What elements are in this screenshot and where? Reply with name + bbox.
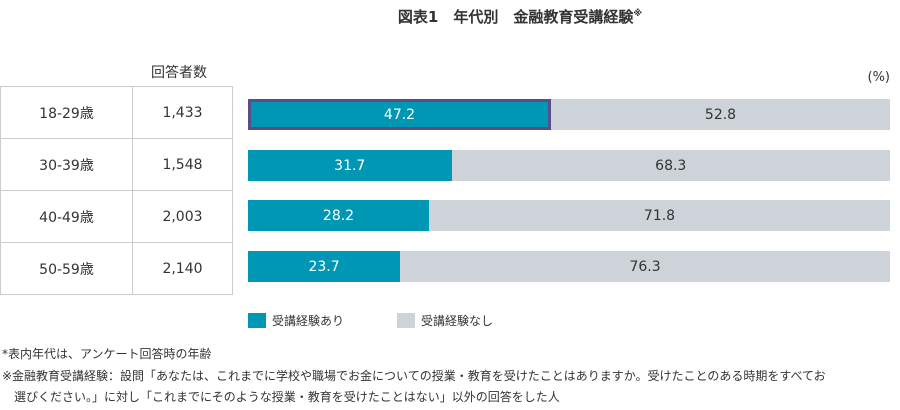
legend-item: 受講経験あり: [248, 312, 344, 329]
legend-item: 受講経験なし: [397, 312, 493, 329]
count-cell: 1,548: [132, 138, 233, 191]
unit-label: (%): [867, 70, 891, 85]
age-cell: 18-29歳: [0, 86, 133, 139]
data-label: 31.7: [334, 157, 366, 174]
age-cell: 50-59歳: [0, 242, 133, 295]
bar-row: 47.2 52.8: [248, 99, 890, 130]
age-cell: 40-49歳: [0, 190, 133, 243]
data-label: 28.2: [322, 207, 355, 224]
bar-not-experienced: 68.3: [451, 150, 890, 181]
count-cell: 2,003: [132, 190, 233, 243]
footnote: 選びください。」に対し「これまでにそのような授業・教育を受けたことはない」以外の…: [2, 390, 560, 404]
count-cell: 1,433: [132, 86, 233, 139]
bar-row: 31.7 68.3: [248, 150, 890, 181]
bar-experienced: 23.7: [248, 251, 401, 282]
table-row: 40-49歳 2,003: [0, 190, 233, 243]
count-cell: 2,140: [132, 242, 233, 295]
bar-row: 23.7 76.3: [248, 251, 890, 282]
bar-not-experienced: 76.3: [400, 251, 890, 282]
bar-experienced: 31.7: [248, 150, 452, 181]
bar-not-experienced: 52.8: [551, 99, 890, 130]
data-label: 76.3: [629, 258, 661, 275]
legend-label: 受講経験あり: [272, 314, 345, 328]
count-table: 18-29歳 1,433 30-39歳 1,548 40-49歳 2,003 50-59歳 2…: [0, 86, 233, 295]
bar-experienced: 47.2: [248, 99, 552, 130]
data-label: 68.3: [655, 157, 687, 174]
data-label: 23.7: [308, 258, 340, 275]
age-cell: 30-39歳: [0, 138, 133, 191]
bar-row: 28.2 71.8: [248, 200, 890, 231]
table-row: 18-29歳 1,433: [0, 86, 233, 139]
bar-experienced: 28.2: [248, 200, 430, 231]
legend-swatch: [248, 313, 266, 328]
table-row: 30-39歳 1,548: [0, 138, 233, 191]
legend-label: 受講経験なし: [421, 314, 494, 328]
bar-not-experienced: 71.8: [429, 200, 890, 231]
data-label: 47.2: [383, 106, 416, 123]
table-row: 50-59歳 2,140: [0, 242, 233, 295]
legend-swatch: [397, 313, 415, 328]
data-label: 52.8: [704, 106, 737, 123]
footnote: ※金融教育受講経験：設問「あなたは、これまでに学校や職場でお金についての授業・教…: [2, 369, 826, 383]
count-header: 回答者数: [151, 65, 207, 81]
chart-title: 図表1 年代別 金融教育受講経験※: [397, 8, 643, 26]
data-label: 71.8: [643, 207, 676, 224]
footnote: *表内年代は、アンケート回答時の年齢: [2, 347, 212, 361]
